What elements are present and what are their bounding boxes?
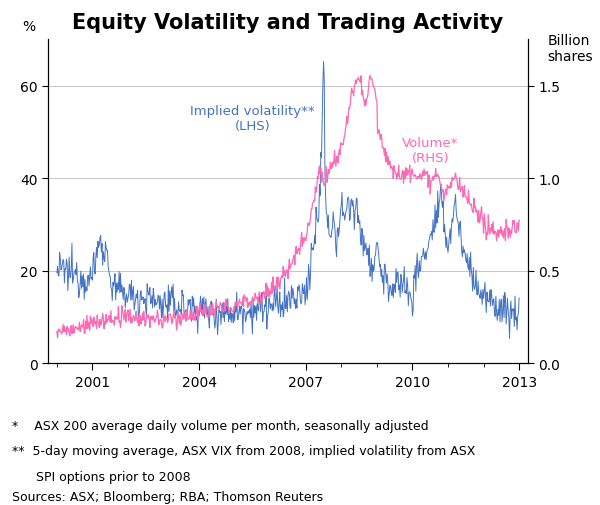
Text: **  5-day moving average, ASX VIX from 2008, implied volatility from ASX: ** 5-day moving average, ASX VIX from 20… (12, 444, 475, 458)
Text: *    ASX 200 average daily volume per month, seasonally adjusted: * ASX 200 average daily volume per month… (12, 419, 428, 432)
Title: Equity Volatility and Trading Activity: Equity Volatility and Trading Activity (73, 13, 503, 33)
Y-axis label: Billion
shares: Billion shares (547, 34, 593, 64)
Text: Sources: ASX; Bloomberg; RBA; Thomson Reuters: Sources: ASX; Bloomberg; RBA; Thomson Re… (12, 490, 323, 503)
Y-axis label: %: % (22, 20, 35, 34)
Text: SPI options prior to 2008: SPI options prior to 2008 (12, 470, 191, 483)
Text: Implied volatility**
(LHS): Implied volatility** (LHS) (190, 105, 315, 133)
Text: Volume*
(RHS): Volume* (RHS) (402, 137, 458, 165)
